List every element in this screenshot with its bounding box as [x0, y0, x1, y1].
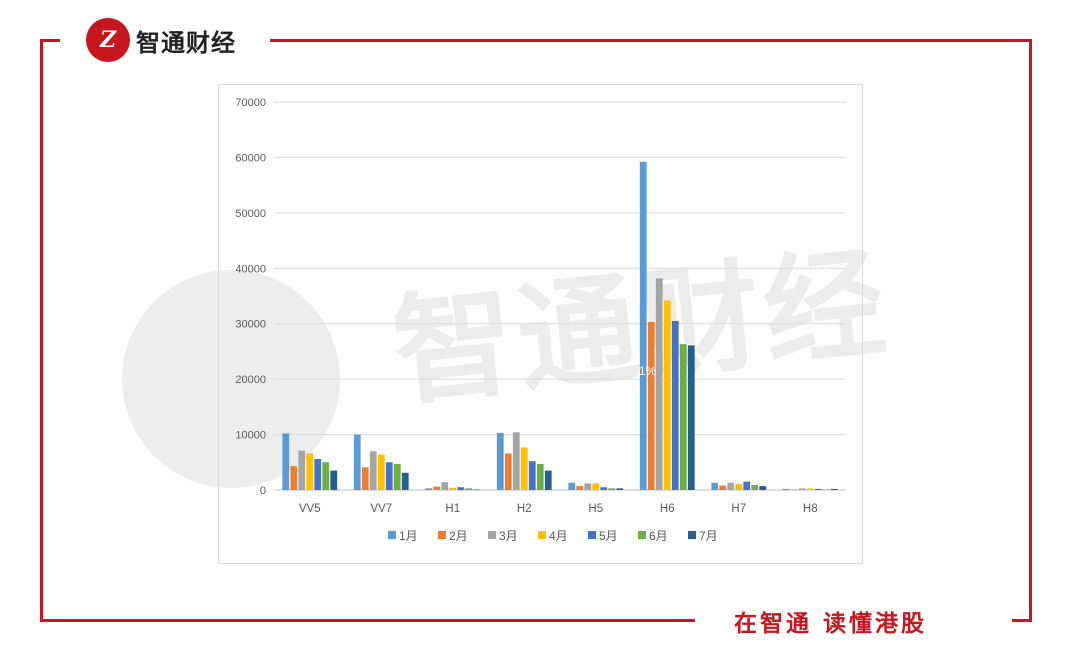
bar [496, 432, 504, 490]
bar [504, 453, 512, 490]
bar [449, 487, 457, 490]
bar [679, 344, 687, 490]
x-tick-label: H6 [660, 503, 675, 515]
bar [727, 482, 735, 490]
bar [782, 488, 790, 490]
bar [369, 451, 377, 490]
footer-slogan: 在智通 读懂港股 [734, 611, 928, 637]
legend-swatch [488, 531, 496, 539]
bar [544, 470, 552, 490]
bar [401, 472, 409, 490]
bar [639, 161, 647, 490]
bar [473, 489, 481, 490]
y-tick-label: 50000 [235, 208, 266, 220]
legend-swatch [688, 531, 696, 539]
frame-right [1029, 39, 1032, 622]
y-tick-label: 20000 [235, 374, 266, 386]
legend-label: 5月 [599, 529, 618, 543]
x-tick-label: VV7 [370, 503, 392, 515]
legend-swatch [538, 531, 546, 539]
x-tick-label: H1 [445, 503, 460, 515]
bar [393, 463, 401, 490]
legend-label: 2月 [449, 529, 468, 543]
bar [743, 481, 751, 490]
bar [425, 488, 433, 490]
bar [806, 488, 814, 490]
bar [655, 278, 663, 490]
bar [711, 482, 719, 490]
data-annotation: 1% [639, 364, 657, 378]
legend-label: 1月 [399, 529, 418, 543]
bar [751, 485, 759, 490]
legend-label: 3月 [499, 529, 518, 543]
legend-label: 4月 [549, 529, 568, 543]
bar [584, 483, 592, 490]
brand-logo-icon: Z [86, 18, 130, 62]
bar [330, 470, 338, 490]
frame-bottom-left [40, 619, 695, 622]
bar [306, 453, 314, 490]
bar [353, 434, 361, 490]
bar [687, 345, 695, 490]
bar [290, 466, 298, 490]
frame-left [40, 39, 43, 622]
bar [528, 461, 536, 490]
bar [512, 432, 520, 490]
y-tick-label: 30000 [235, 319, 266, 331]
bar [441, 482, 449, 490]
legend-swatch [588, 531, 596, 539]
bar [647, 322, 655, 490]
frame-bottom-right [1012, 619, 1032, 622]
bar [568, 482, 576, 490]
x-tick-label: H5 [588, 503, 603, 515]
bar [433, 486, 441, 490]
bar [592, 483, 600, 490]
bar [576, 486, 584, 490]
legend-label: 7月 [699, 529, 718, 543]
bar [457, 487, 465, 490]
bar [465, 488, 473, 490]
bar [814, 488, 822, 490]
brand-name: 智通财经 [136, 28, 236, 57]
y-tick-label: 0 [260, 485, 266, 497]
y-tick-label: 10000 [235, 430, 266, 442]
x-tick-label: VV5 [299, 503, 321, 515]
bar [361, 467, 369, 490]
bar [298, 450, 306, 490]
x-tick-label: H8 [803, 503, 818, 515]
bar [520, 447, 528, 490]
bar [719, 485, 727, 490]
frame-top-left [40, 39, 60, 42]
bar [663, 300, 671, 490]
bar [735, 483, 743, 490]
bar [536, 463, 544, 490]
legend-swatch [638, 531, 646, 539]
bar [608, 488, 616, 490]
legend-swatch [388, 531, 396, 539]
y-tick-label: 70000 [235, 97, 266, 109]
bar [385, 462, 393, 490]
brand-header: Z 智通财经 [86, 18, 236, 62]
bar [600, 487, 608, 490]
legend-swatch [438, 531, 446, 539]
bar [616, 488, 624, 490]
y-tick-label: 60000 [235, 152, 266, 164]
x-tick-label: H7 [731, 503, 746, 515]
bar [322, 462, 330, 490]
bar [282, 433, 290, 490]
x-tick-label: H2 [517, 503, 532, 515]
bar [759, 486, 767, 490]
frame-top-right [270, 39, 1032, 42]
bar [314, 458, 322, 490]
bar [671, 320, 679, 490]
bar [377, 454, 385, 490]
bar-chart: 0 10000 20000 30000 40000 50000 60000 70000 VV5 V… [235, 97, 846, 543]
bar [790, 489, 798, 490]
bar [798, 488, 806, 490]
bar [822, 489, 830, 490]
legend-label: 6月 [649, 529, 668, 543]
chart-container: 0 10000 20000 30000 40000 50000 60000 70000 VV5 V… [218, 84, 863, 564]
bar [830, 488, 838, 490]
y-tick-label: 40000 [235, 263, 266, 275]
